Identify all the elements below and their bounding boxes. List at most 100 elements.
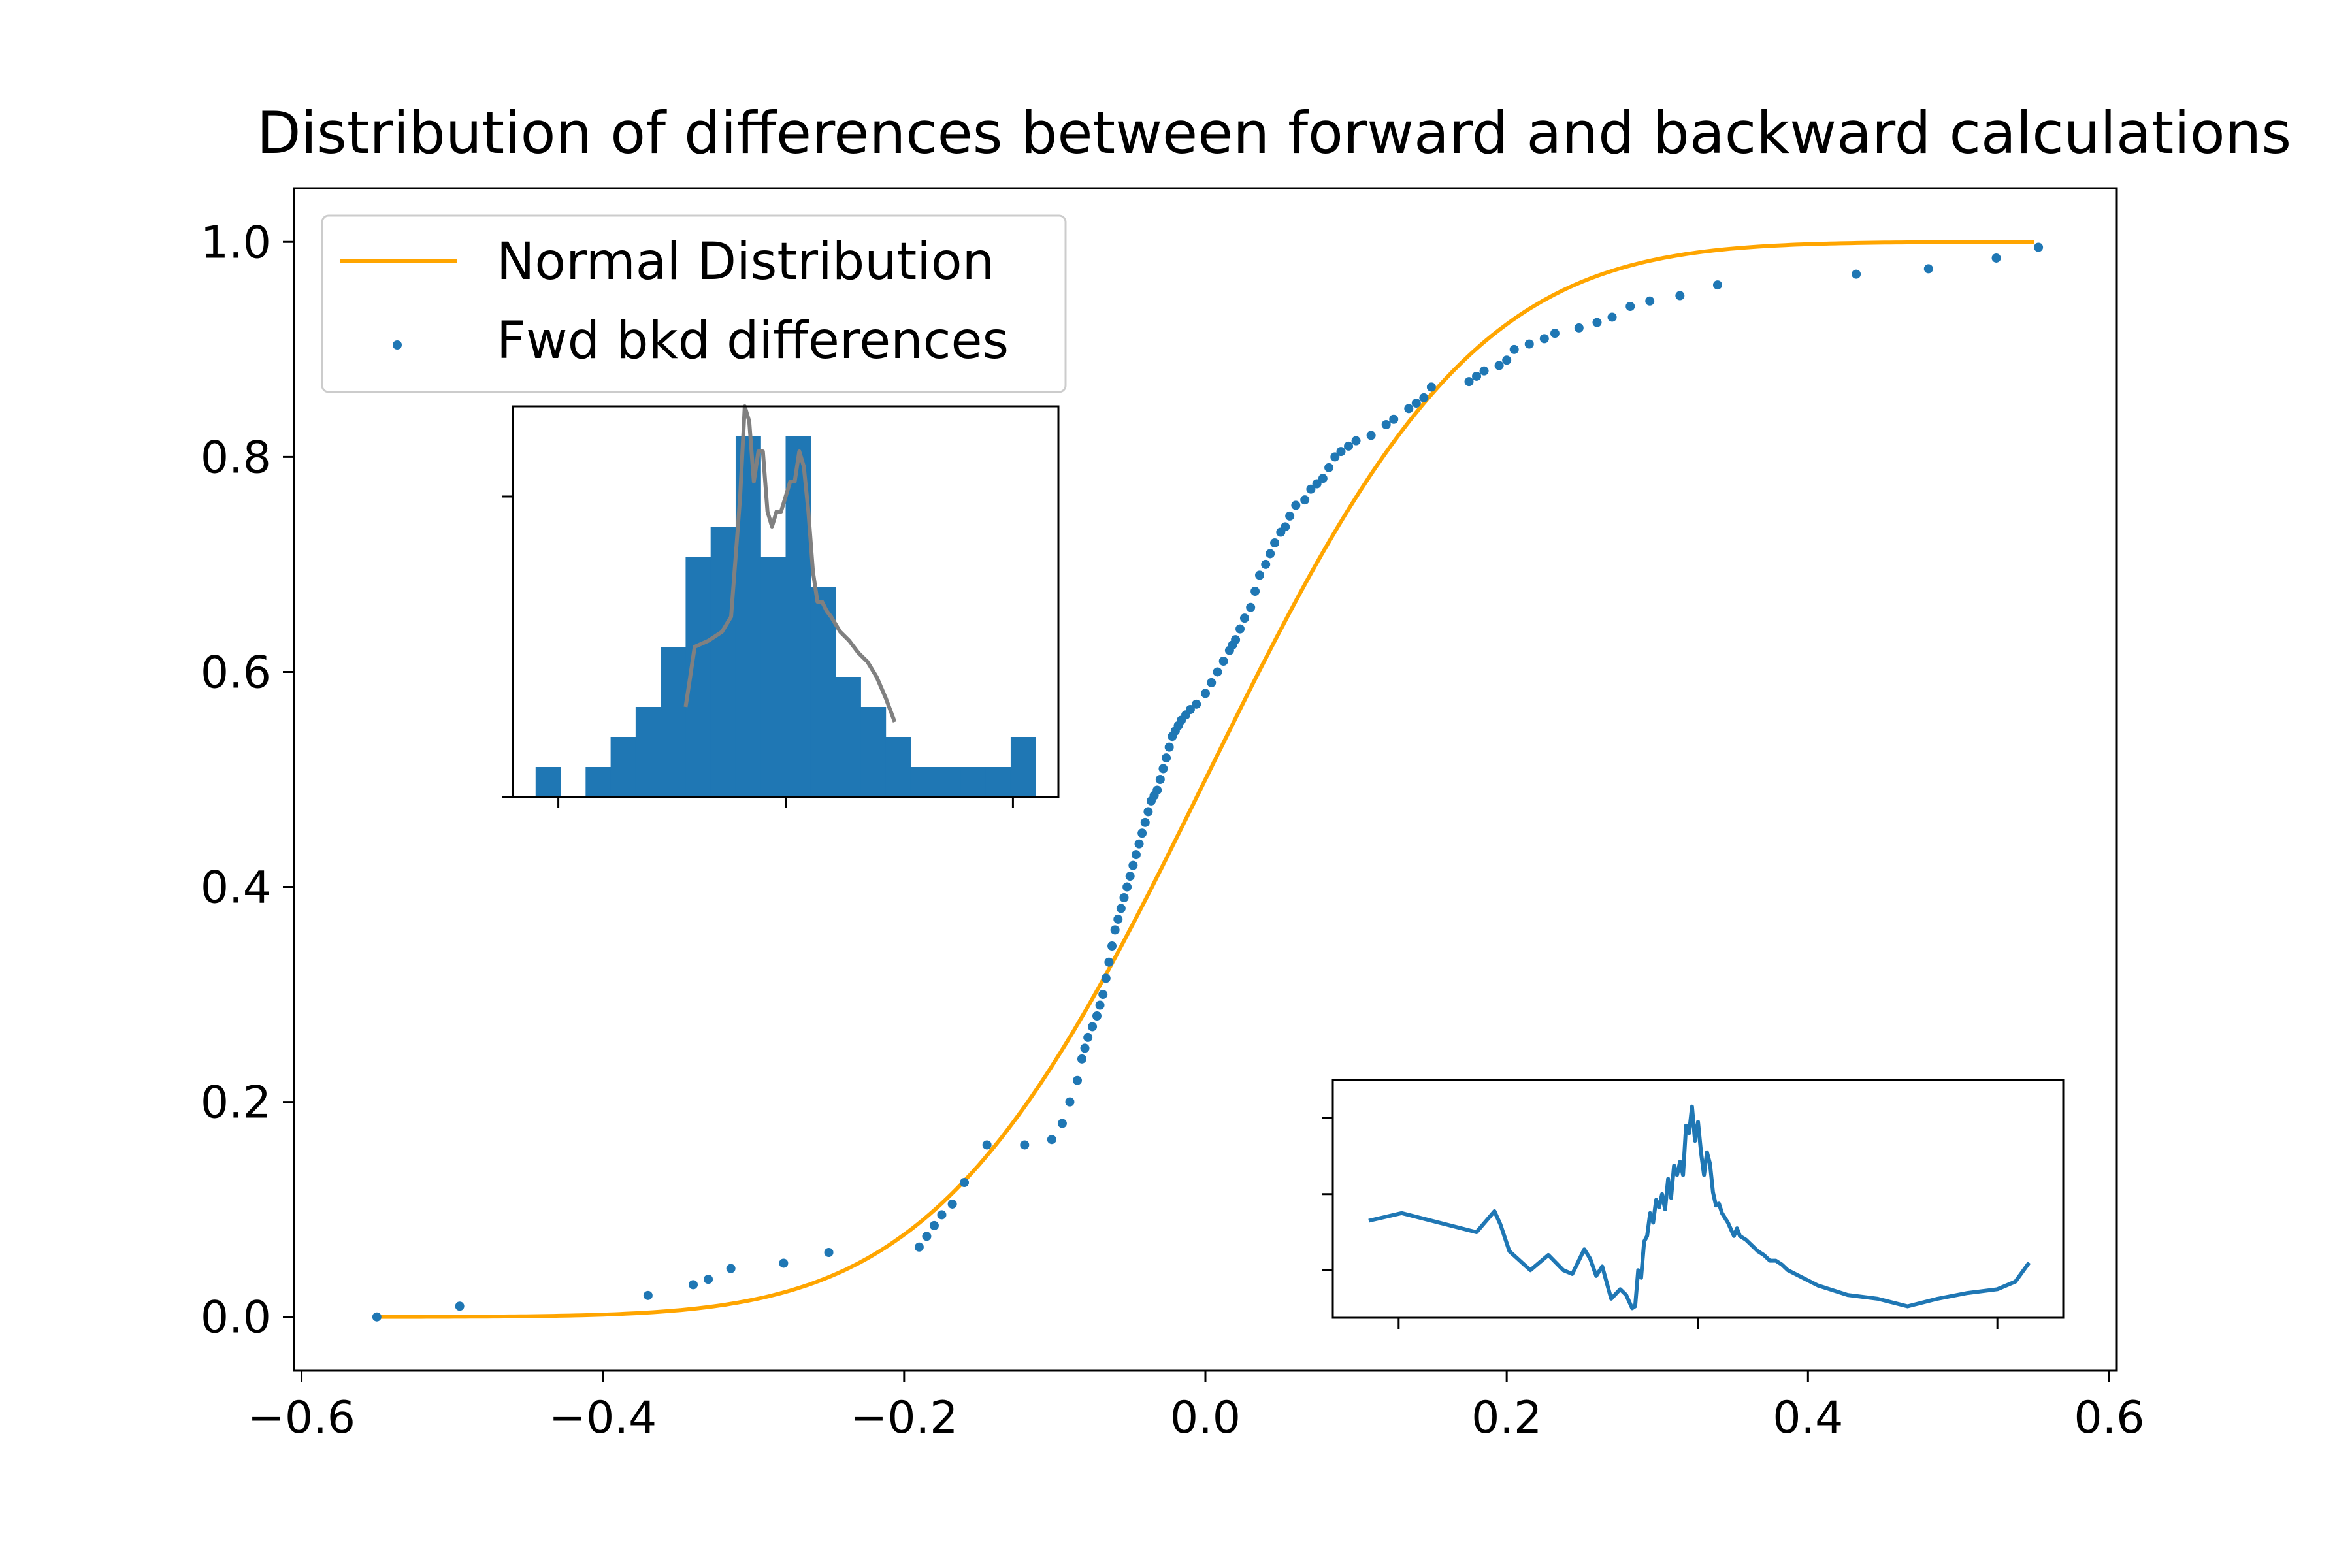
scatter-point <box>455 1301 465 1311</box>
scatter-point <box>1185 705 1195 715</box>
scatter-point <box>1250 587 1260 596</box>
histogram-bar <box>710 527 736 797</box>
scatter-point <box>1083 1032 1093 1042</box>
scatter-point <box>1255 570 1265 580</box>
scatter-point <box>1201 689 1210 698</box>
scatter-point <box>779 1258 789 1268</box>
scatter-point <box>643 1290 653 1300</box>
scatter-point <box>1366 431 1376 440</box>
scatter-point <box>1852 269 1861 279</box>
scatter-point <box>1479 366 1489 376</box>
legend-box <box>321 214 1067 393</box>
scatter-point <box>1712 280 1722 290</box>
scatter-point <box>1152 785 1162 795</box>
scatter-point <box>1104 957 1114 967</box>
histogram-bar <box>661 647 687 797</box>
x-tick-label: −0.6 <box>248 1392 355 1444</box>
scatter-point <box>1550 329 1560 338</box>
scatter-point <box>824 1248 834 1257</box>
scatter-point <box>1239 613 1249 623</box>
scatter-point <box>1080 1043 1090 1053</box>
y-tick-label: 0.4 <box>201 862 271 914</box>
scatter-point <box>1625 302 1635 311</box>
scatter-point <box>1143 807 1153 817</box>
scatter-point <box>1246 602 1256 612</box>
scatter-point <box>1192 699 1201 709</box>
scatter-point <box>1088 1022 1098 1032</box>
scatter-point <box>1344 441 1354 451</box>
scatter-point <box>1218 657 1228 666</box>
scatter-point <box>1300 495 1310 505</box>
x-tick-label: 0.4 <box>1772 1392 1843 1444</box>
density-line <box>683 404 897 723</box>
scatter-point <box>1116 904 1126 913</box>
histogram-bar <box>885 737 911 797</box>
histogram-bar <box>1010 737 1036 797</box>
scatter-point <box>1509 344 1519 354</box>
scatter-point <box>1270 538 1280 547</box>
scatter-point <box>982 1140 992 1150</box>
x-tick-label: −0.2 <box>850 1392 958 1444</box>
scatter-point <box>1095 1000 1105 1010</box>
scatter-point <box>1351 436 1361 446</box>
y-tick-label: 0.0 <box>201 1292 271 1344</box>
histogram-bar <box>960 767 987 797</box>
y-tick-label: 0.6 <box>201 647 271 698</box>
histogram-bar <box>936 767 961 797</box>
scatter-point <box>1101 973 1111 983</box>
histogram-bar <box>985 767 1011 797</box>
scatter-point <box>1574 323 1584 333</box>
x-tick-label: 0.6 <box>2074 1392 2144 1444</box>
scatter-point <box>1162 753 1171 763</box>
scatter-point <box>1426 382 1436 392</box>
scatter-point <box>922 1232 932 1241</box>
scatter-point <box>1281 522 1290 532</box>
scatter-point <box>1131 850 1141 860</box>
scatter-point <box>1524 339 1534 349</box>
scatter-point <box>1923 264 1933 274</box>
y-tick-label: 0.8 <box>201 432 271 483</box>
scatter-point <box>1592 318 1602 327</box>
x-tick-label: 0.2 <box>1471 1392 1542 1444</box>
scatter-point <box>960 1178 970 1188</box>
scatter-point <box>2034 242 2044 252</box>
y-tick-label: 0.2 <box>201 1077 271 1129</box>
scatter-point <box>1113 914 1123 924</box>
scatter-point <box>1235 624 1245 634</box>
scatter-point <box>1306 484 1316 494</box>
scatter-point <box>914 1242 924 1252</box>
scatter-point <box>1472 371 1482 381</box>
histogram-bar <box>810 587 836 797</box>
scatter-point <box>1261 559 1271 569</box>
normal-cdf-line <box>376 240 2034 1319</box>
scatter-point <box>1411 399 1421 408</box>
scatter-point <box>1312 479 1322 489</box>
scatter-point <box>1389 414 1399 424</box>
scatter-point <box>1092 1011 1102 1021</box>
histogram-bar <box>535 767 561 797</box>
scatter-point <box>1330 452 1340 462</box>
scatter-point <box>1502 355 1512 365</box>
scatter-point <box>1158 764 1168 774</box>
scatter-point <box>1125 872 1135 881</box>
scatter-point <box>1291 500 1301 510</box>
histogram-bar <box>610 737 636 797</box>
scatter-point <box>1073 1075 1083 1085</box>
scatter-point <box>1065 1097 1075 1107</box>
scatter-point <box>1164 742 1174 752</box>
scatter-point <box>929 1220 939 1230</box>
legend-points-swatch <box>393 340 402 350</box>
legend: Normal Distribution Fwd bkd differences <box>321 214 1067 393</box>
scatter-point <box>726 1264 736 1273</box>
scatter-point <box>1419 393 1429 402</box>
histogram-bar <box>910 767 936 797</box>
x-tick-label: −0.4 <box>549 1392 657 1444</box>
scatter-point <box>1140 817 1150 827</box>
scatter-point <box>1285 511 1295 521</box>
scatter-point <box>1207 678 1217 687</box>
histogram-bar <box>836 677 861 797</box>
scatter-point <box>1464 377 1474 387</box>
scatter-point <box>689 1280 698 1290</box>
scatter-point <box>1231 635 1241 645</box>
